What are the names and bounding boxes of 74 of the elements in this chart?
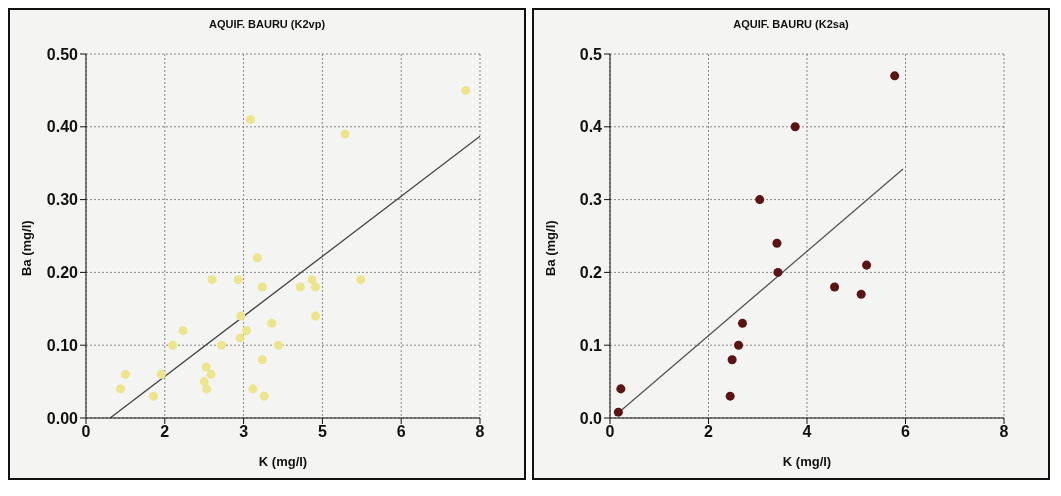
point: [790, 122, 800, 132]
x-tick-label: 6: [396, 423, 406, 441]
point: [156, 369, 166, 379]
point: [356, 275, 366, 285]
point: [755, 195, 765, 205]
point: [772, 238, 782, 248]
x-tick-label: 8: [999, 423, 1009, 441]
point: [890, 71, 900, 81]
y-axis-title: Ba (mg/l): [18, 220, 34, 276]
chart-title: AQUIF. BAURU (K2vp): [207, 18, 327, 30]
point: [178, 326, 188, 336]
point: [216, 340, 226, 350]
point: [202, 384, 212, 394]
x-tick-label: 8: [475, 423, 485, 441]
y-tick-label: 0.00: [46, 409, 79, 427]
point: [201, 362, 211, 372]
point: [257, 282, 267, 292]
point: [862, 260, 872, 270]
point: [727, 355, 737, 365]
point: [856, 289, 866, 299]
point: [310, 311, 321, 321]
point: [773, 267, 783, 277]
x-axis-title: K (mg/l): [782, 454, 832, 469]
point: [257, 355, 267, 365]
point: [295, 282, 305, 292]
y-tick-label: 0.20: [46, 264, 79, 282]
point: [340, 129, 350, 139]
point: [461, 85, 471, 95]
point: [252, 253, 262, 263]
point: [199, 377, 209, 387]
x-tick-label: 2: [160, 423, 170, 441]
y-tick-label: 0.4: [579, 118, 603, 136]
point: [613, 407, 623, 417]
x-tick-label: 3: [239, 423, 249, 441]
x-tick-label: 0: [81, 423, 91, 441]
point: [233, 275, 243, 285]
point: [148, 391, 158, 401]
y-tick-label: 0.30: [46, 191, 79, 209]
x-tick-label: 2: [704, 423, 714, 441]
point: [236, 311, 246, 321]
point: [120, 369, 130, 379]
y-tick-label: 0.50: [46, 45, 79, 63]
x-tick-label: 0: [605, 423, 615, 441]
point: [168, 340, 178, 350]
x-tick-label: 5: [317, 423, 327, 441]
point: [207, 275, 217, 285]
x-axis-title: K (mg/l): [258, 454, 308, 469]
point: [734, 340, 744, 350]
chart-title: AQUIF. BAURU (K2sa): [732, 18, 850, 30]
point: [830, 282, 840, 292]
point: [235, 333, 245, 343]
point: [307, 275, 317, 285]
point: [248, 384, 258, 394]
y-tick-label: 0.3: [579, 191, 603, 209]
point: [242, 326, 252, 336]
y-tick-label: 0.40: [46, 118, 79, 136]
x-tick-label: 4: [802, 423, 812, 441]
point: [245, 115, 256, 125]
y-tick-label: 0.1: [579, 336, 603, 354]
y-tick-label: 0.10: [46, 336, 79, 354]
point: [725, 391, 735, 401]
point: [310, 282, 321, 292]
y-tick-label: 0.2: [579, 264, 603, 282]
y-axis-title: Ba (mg/l): [542, 220, 558, 276]
point: [267, 318, 277, 328]
y-tick-label: 0.5: [579, 45, 603, 63]
point: [115, 384, 125, 394]
point: [259, 391, 269, 401]
point: [274, 340, 284, 350]
x-tick-label: 6: [901, 423, 911, 441]
point: [206, 369, 216, 379]
y-tick-label: 0.0: [579, 409, 603, 427]
point: [616, 384, 626, 394]
point: [737, 318, 747, 328]
